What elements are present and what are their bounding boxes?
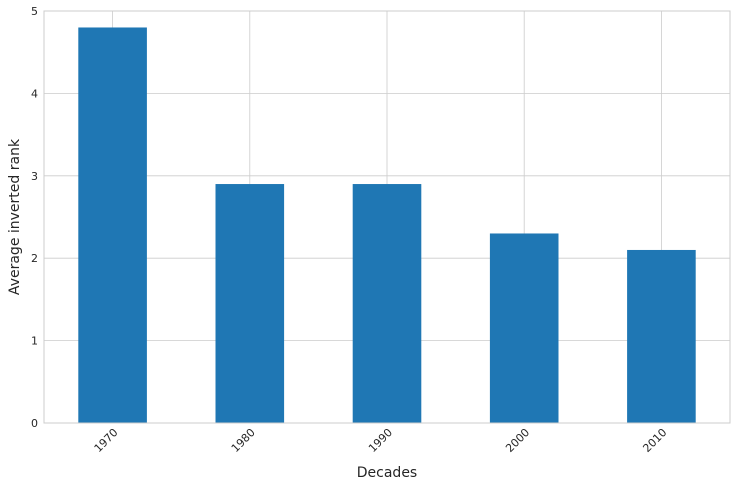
y-tick-labels: 0 1 2 3 4 5 <box>31 5 38 430</box>
x-axis-label: Decades <box>357 465 417 481</box>
y-tick-label: 1 <box>31 335 38 348</box>
bar-1970 <box>78 27 147 423</box>
bars <box>78 27 696 423</box>
y-axis-label: Average inverted rank <box>7 138 23 295</box>
bar-2010 <box>627 249 696 423</box>
y-tick-label: 4 <box>31 87 38 100</box>
y-tick-label: 3 <box>31 170 38 183</box>
y-tick-label: 0 <box>31 417 38 430</box>
plot-frame <box>43 10 731 424</box>
y-tick-label: 5 <box>31 5 38 18</box>
y-tick-label: 2 <box>31 252 38 265</box>
bar-1980 <box>215 184 285 423</box>
bar-2000 <box>489 233 559 423</box>
bar-1990 <box>352 184 422 423</box>
